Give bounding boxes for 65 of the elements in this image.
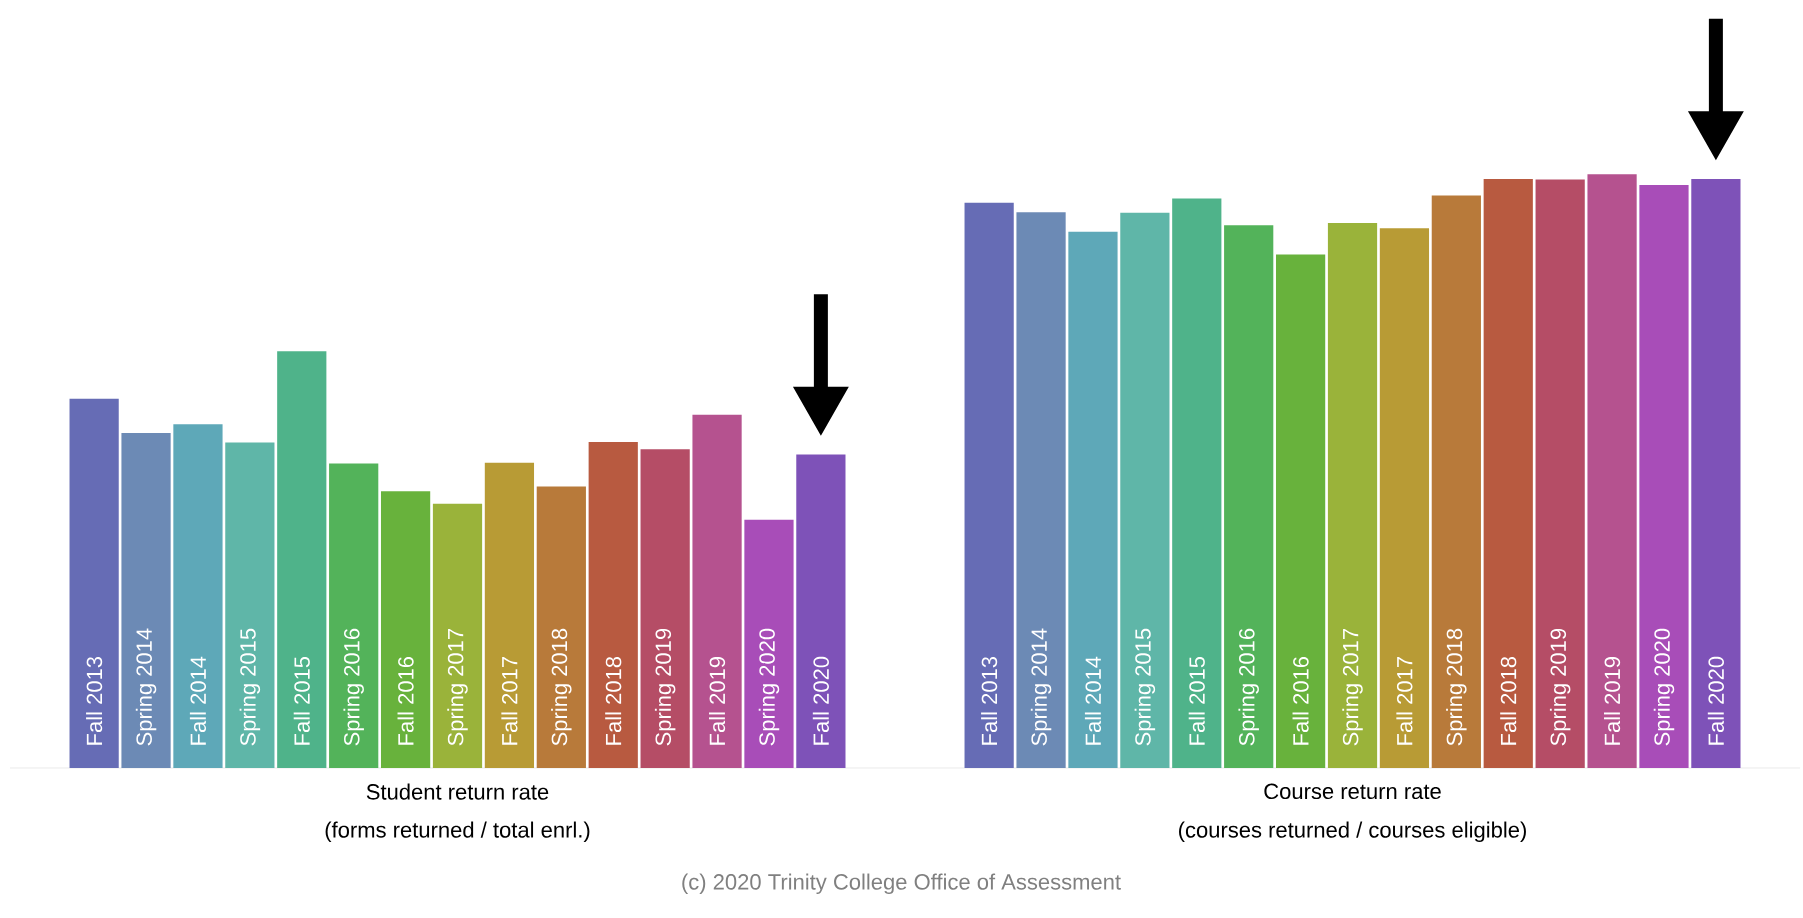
text: Spring 2017 [447, 628, 468, 746]
text: Fall 2019 [1604, 657, 1621, 745]
bar [1535, 179, 1585, 768]
bar [173, 424, 223, 768]
text: (courses returned / courses eligible) [1179, 821, 1526, 843]
bar [1172, 198, 1222, 768]
text: (forms returned / total enrl.) [325, 821, 590, 843]
series-label: Spring 2019 [1549, 628, 1571, 746]
series-label: Spring 2017 [1342, 628, 1363, 746]
x-tick-label: Student return rate [366, 783, 549, 800]
bar [1379, 228, 1430, 768]
series-label: Fall 2014 [1084, 656, 1102, 745]
text: Spring 2014 [135, 628, 157, 746]
bar [536, 486, 586, 768]
text: Fall 2017 [1396, 657, 1413, 745]
bar [588, 442, 638, 768]
bar [69, 398, 119, 768]
bar [744, 519, 794, 768]
series-label: Spring 2018 [1446, 628, 1467, 746]
text: Fall 2013 [86, 656, 103, 745]
series-label: Spring 2015 [1134, 628, 1156, 746]
text: Fall 2014 [189, 656, 207, 745]
bar [796, 454, 846, 768]
bar [1068, 231, 1118, 768]
series-label: Spring 2014 [1030, 628, 1052, 746]
bar [1691, 178, 1741, 768]
bar [225, 442, 275, 768]
text: Fall 2020 [1707, 656, 1724, 745]
bar [277, 351, 327, 768]
bar [1431, 195, 1481, 768]
text: Spring 2019 [654, 628, 676, 746]
bar [1327, 222, 1378, 768]
bar [640, 449, 690, 768]
bar [329, 463, 379, 768]
series-label: Spring 2020 [1653, 628, 1675, 746]
series-label: Fall 2015 [293, 656, 310, 745]
bar [380, 491, 431, 768]
series-label: Fall 2020 [812, 656, 829, 745]
bar [964, 202, 1014, 768]
bar [1120, 212, 1170, 768]
bar [1016, 212, 1066, 768]
text: Spring 2015 [239, 628, 261, 746]
series-label: Fall 2018 [605, 656, 622, 745]
text: Spring 2018 [551, 628, 572, 746]
text: (c) 2020 Trinity College Office of Assessment [682, 873, 1121, 895]
bar [1224, 225, 1274, 768]
series-label: Fall 2013 [981, 656, 998, 745]
bar [432, 503, 483, 768]
bar [1275, 254, 1326, 768]
text: Spring 2016 [343, 628, 364, 746]
bar [1587, 174, 1637, 768]
bar [1639, 184, 1689, 768]
text: Spring 2020 [758, 628, 780, 746]
bar [484, 462, 535, 768]
bar [121, 433, 171, 768]
series-label: Fall 2017 [501, 657, 518, 745]
x-tick-label: Course return rate [1264, 783, 1441, 800]
series-label: Spring 2016 [1238, 628, 1259, 746]
text: Fall 2018 [1500, 656, 1517, 745]
text: Fall 2015 [1188, 656, 1205, 745]
series-label: Fall 2019 [708, 657, 726, 745]
bar [692, 414, 742, 768]
text: Fall 2016 [1292, 656, 1309, 745]
series-label: Fall 2016 [397, 656, 414, 745]
bar [1483, 178, 1533, 768]
